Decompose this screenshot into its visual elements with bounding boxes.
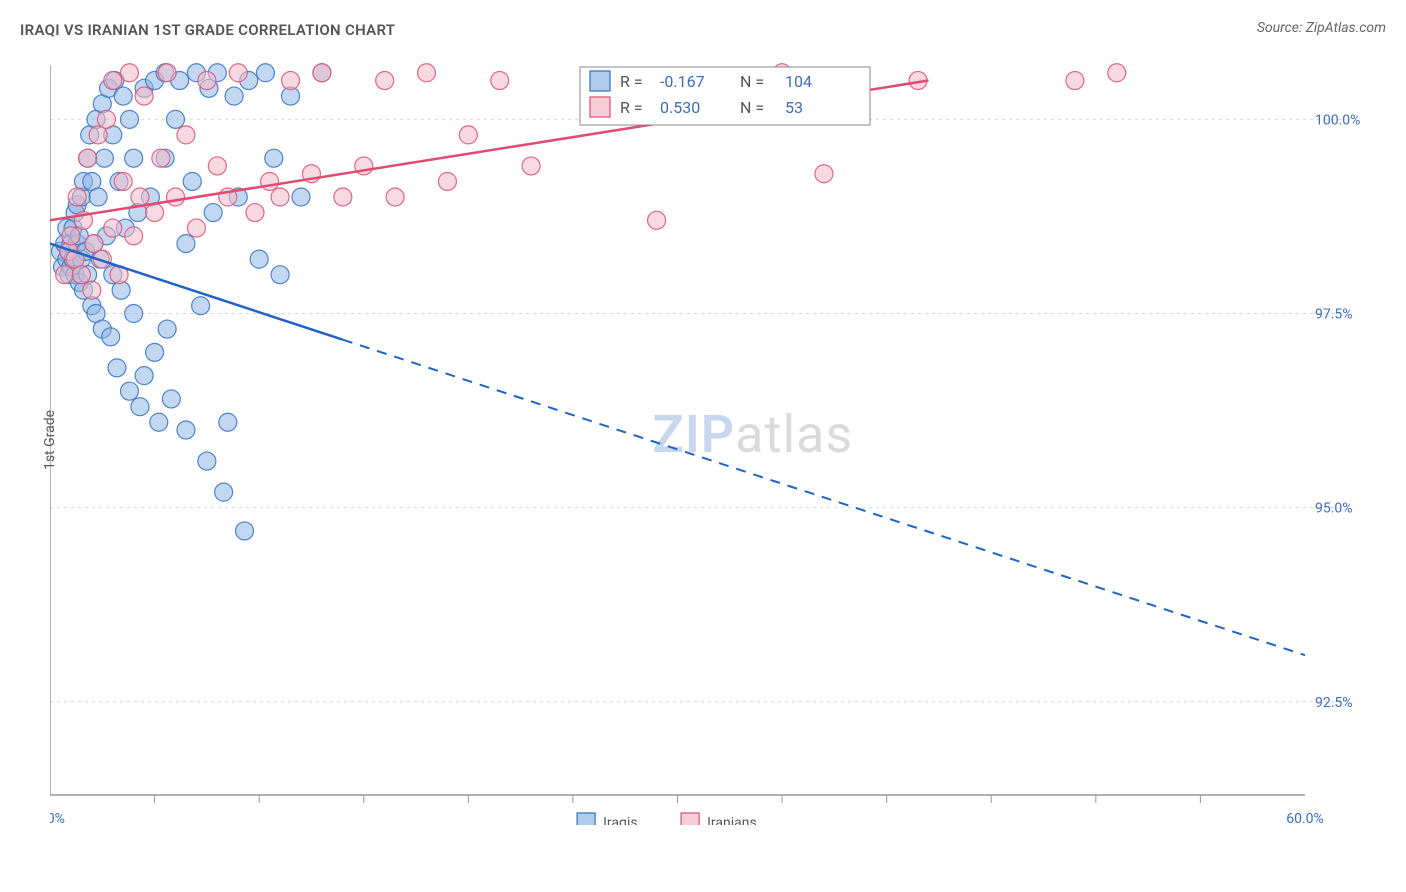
- chart-svg: 92.5% 95.0% 97.5% 100.0% ZIPatlas R = -0.167 N …: [50, 55, 1370, 825]
- svg-text:ZIPatlas: ZIPatlas: [652, 404, 853, 465]
- svg-text:-0.167: -0.167: [660, 72, 705, 91]
- svg-text:100.0%: 100.0%: [1315, 112, 1360, 128]
- svg-text:0.530: 0.530: [660, 98, 700, 117]
- svg-text:R =: R =: [620, 98, 643, 117]
- svg-text:95.0%: 95.0%: [1315, 501, 1353, 517]
- source-credit: Source: ZipAtlas.com: [1257, 20, 1386, 36]
- y-axis-label: 1st Grade: [42, 410, 58, 470]
- svg-text:53: 53: [785, 98, 803, 117]
- svg-text:60.0%: 60.0%: [1286, 811, 1324, 825]
- svg-text:Iranians: Iranians: [707, 815, 757, 825]
- svg-text:92.5%: 92.5%: [1315, 695, 1353, 711]
- svg-text:N =: N =: [740, 72, 764, 91]
- svg-text:97.5%: 97.5%: [1315, 307, 1353, 323]
- correlation-chart: 1st Grade 92.5%95.0%97.5%100.0%ZIPatlasR…: [50, 55, 1370, 825]
- svg-text:0.0%: 0.0%: [50, 811, 65, 825]
- svg-text:R =: R =: [620, 72, 643, 91]
- svg-text:104: 104: [785, 72, 812, 91]
- chart-title: IRAQI VS IRANIAN 1ST GRADE CORRELATION C…: [20, 21, 395, 39]
- svg-text:Iraqis: Iraqis: [603, 815, 637, 825]
- svg-text:N =: N =: [740, 98, 764, 117]
